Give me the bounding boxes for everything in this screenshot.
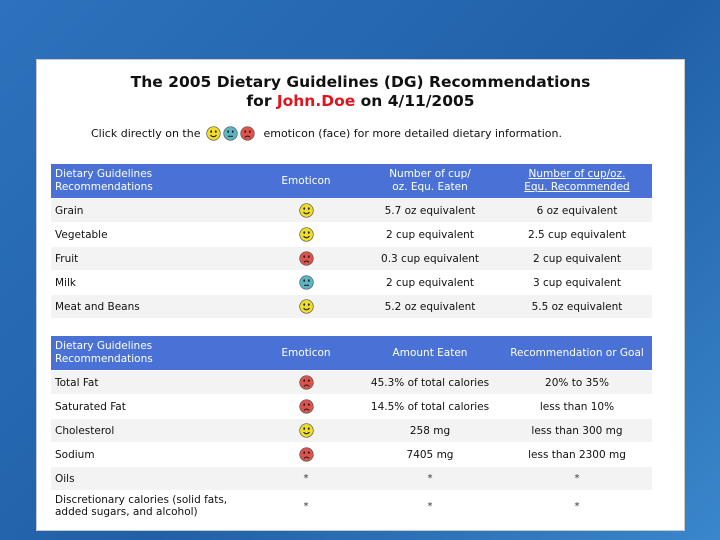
table-row: Vegetable 2 cup equivalent 2.5 cup equival… — [51, 223, 652, 246]
title-line-2: for John.Doe on 4/11/2005 — [37, 92, 684, 111]
emoticon-cell — [254, 271, 358, 294]
recommended-amount: * — [502, 491, 652, 521]
row-label: Fruit — [51, 247, 254, 270]
row-label: Saturated Fat — [51, 395, 254, 418]
nutrients-rows: Total Fat 45.3% of total calories 20% to 3… — [51, 370, 652, 521]
emoticon-cell — [254, 371, 358, 394]
sad-face-icon[interactable] — [298, 399, 314, 414]
amount-eaten: 7405 mg — [358, 443, 502, 466]
recommended-amount: less than 10% — [502, 395, 652, 418]
amount-eaten: 5.2 oz equivalent — [358, 295, 502, 318]
header-emoticon: Emoticon — [254, 336, 358, 370]
recommended-amount: 3 cup equivalent — [502, 271, 652, 294]
header-goal: Recommendation or Goal — [502, 336, 652, 370]
row-label: Oils — [51, 467, 254, 490]
emoticon-cell — [254, 443, 358, 466]
header-amount-eaten: Amount Eaten — [358, 336, 502, 370]
instruction-after: emoticon (face) for more detailed dietar… — [263, 127, 562, 140]
recommended-amount: less than 2300 mg — [502, 443, 652, 466]
happy-face-icon[interactable] — [298, 423, 314, 438]
table-row: Meat and Beans 5.2 oz equivalent 5.5 oz eq… — [51, 295, 652, 318]
amount-eaten: * — [358, 467, 502, 490]
nutrients-table: Dietary Guidelines Recommendations Emoti… — [51, 336, 652, 521]
header-dg-recommendations: Dietary Guidelines Recommendations — [51, 336, 254, 370]
table-row: Saturated Fat 14.5% of total calories less… — [51, 395, 652, 418]
emoticon-cell — [254, 419, 358, 442]
report-panel: The 2005 Dietary Guidelines (DG) Recomme… — [36, 59, 685, 531]
amount-eaten: 14.5% of total calories — [358, 395, 502, 418]
happy-face-icon[interactable] — [298, 299, 314, 314]
header-emoticon: Emoticon — [254, 164, 358, 198]
table-row: Grain 5.7 oz equivalent 6 oz equivalent — [51, 199, 652, 222]
neutral-face-icon[interactable] — [223, 126, 239, 141]
row-label: Vegetable — [51, 223, 254, 246]
page-title: The 2005 Dietary Guidelines (DG) Recomme… — [37, 73, 684, 111]
happy-face-icon[interactable] — [298, 203, 314, 218]
emoticon-cell — [254, 247, 358, 270]
emoticon-cell: * — [254, 467, 358, 490]
table-row: Milk 2 cup equivalent 3 cup equivalent — [51, 271, 652, 294]
amount-eaten: 2 cup equivalent — [358, 271, 502, 294]
emoticon-cell — [254, 295, 358, 318]
recommended-amount: * — [502, 467, 652, 490]
recommended-amount: less than 300 mg — [502, 419, 652, 442]
food-groups-rows: Grain 5.7 oz equivalent 6 oz equivalent Veg… — [51, 198, 652, 318]
sad-face-icon[interactable] — [298, 375, 314, 390]
row-label: Cholesterol — [51, 419, 254, 442]
row-label: Total Fat — [51, 371, 254, 394]
row-label: Sodium — [51, 443, 254, 466]
emoticon-cell — [254, 223, 358, 246]
recommended-amount: 20% to 35% — [502, 371, 652, 394]
row-label: Milk — [51, 271, 254, 294]
emoticon-cell — [254, 395, 358, 418]
instruction-line: Click directly on the emoticon (face) fo… — [91, 126, 562, 141]
title-line-1: The 2005 Dietary Guidelines (DG) Recomme… — [130, 73, 591, 91]
recommended-amount: 6 oz equivalent — [502, 199, 652, 222]
table-row: Cholesterol 258 mg less than 300 mg — [51, 419, 652, 442]
amount-eaten: 258 mg — [358, 419, 502, 442]
recommended-link[interactable]: Number of cup/oz. Equ. Recommended — [524, 168, 630, 193]
user-name: John.Doe — [276, 92, 356, 110]
sad-face-icon[interactable] — [298, 447, 314, 462]
happy-face-icon[interactable] — [298, 227, 314, 242]
happy-face-icon[interactable] — [206, 126, 222, 141]
sad-face-icon[interactable] — [298, 251, 314, 266]
row-label: Grain — [51, 199, 254, 222]
header-dg-recommendations: Dietary Guidelines Recommendations — [51, 164, 254, 198]
neutral-face-icon[interactable] — [298, 275, 314, 290]
row-label: Meat and Beans — [51, 295, 254, 318]
title-prefix: for — [246, 92, 277, 110]
table-header: Dietary Guidelines Recommendations Emoti… — [51, 336, 652, 370]
emoticon-legend — [206, 126, 256, 141]
amount-eaten: 0.3 cup equivalent — [358, 247, 502, 270]
instruction-before: Click directly on the — [91, 127, 201, 140]
recommended-amount: 5.5 oz equivalent — [502, 295, 652, 318]
title-date: on 4/11/2005 — [355, 92, 475, 110]
emoticon-cell — [254, 199, 358, 222]
food-groups-table: Dietary Guidelines Recommendations Emoti… — [51, 164, 652, 318]
table-header: Dietary Guidelines Recommendations Emoti… — [51, 164, 652, 198]
amount-eaten: 45.3% of total calories — [358, 371, 502, 394]
table-row: Total Fat 45.3% of total calories 20% to 3… — [51, 371, 652, 394]
recommended-amount: 2 cup equivalent — [502, 247, 652, 270]
recommended-amount: 2.5 cup equivalent — [502, 223, 652, 246]
sad-face-icon[interactable] — [240, 126, 256, 141]
amount-eaten: * — [358, 491, 502, 521]
header-recommended: Number of cup/oz. Equ. Recommended — [502, 164, 652, 198]
table-row: Discretionary calories (solid fats, adde… — [51, 491, 652, 521]
row-label: Discretionary calories (solid fats, adde… — [51, 491, 254, 521]
header-amount-eaten: Number of cup/ oz. Equ. Eaten — [358, 164, 502, 198]
amount-eaten: 2 cup equivalent — [358, 223, 502, 246]
table-row: Oils * * * — [51, 467, 652, 490]
amount-eaten: 5.7 oz equivalent — [358, 199, 502, 222]
table-row: Fruit 0.3 cup equivalent 2 cup equivalent — [51, 247, 652, 270]
emoticon-cell: * — [254, 491, 358, 521]
table-row: Sodium 7405 mg less than 2300 mg — [51, 443, 652, 466]
